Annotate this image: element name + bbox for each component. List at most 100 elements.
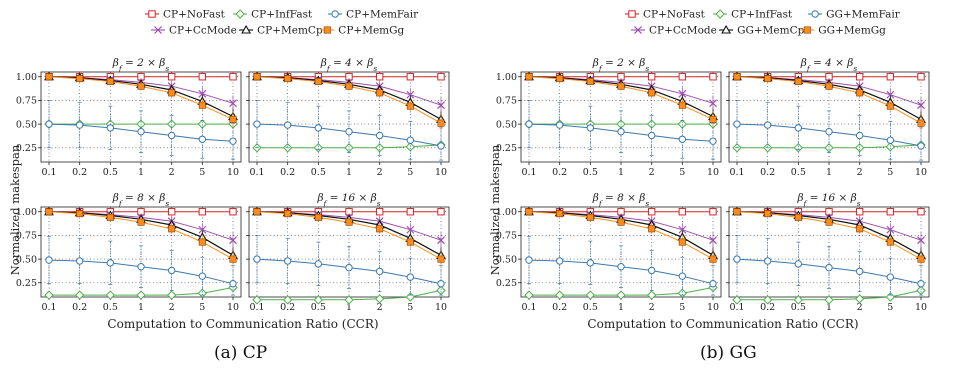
- data-point: [647, 208, 656, 216]
- data-point: [167, 131, 176, 140]
- data-point: [617, 82, 625, 90]
- series: [252, 285, 446, 305]
- series: [525, 208, 717, 267]
- x-tick-label: 0.1: [729, 302, 744, 313]
- data-point: [198, 89, 207, 98]
- data-point: [45, 256, 53, 264]
- data-point: [345, 263, 353, 272]
- data-point: [437, 208, 445, 216]
- x-tick-label: 2: [649, 167, 655, 178]
- x-axis-label: Computation to Communication Ratio (CCR): [107, 317, 378, 331]
- data-point: [375, 208, 384, 216]
- x-tick-label: 10: [707, 302, 719, 313]
- data-point: [167, 73, 176, 81]
- x-tick-label: 1: [826, 302, 832, 313]
- y-tick-label: 0.75: [496, 96, 517, 107]
- data-point: [375, 267, 384, 276]
- data-point: [764, 210, 772, 218]
- data-point: [825, 82, 833, 90]
- y-axis-label: Normalized makespan: [488, 144, 502, 275]
- x-tick-label: 2: [169, 167, 175, 178]
- y-tick-label: 0.25: [496, 143, 517, 154]
- data-point: [437, 280, 445, 288]
- data-point: [763, 257, 772, 265]
- data-point: [709, 208, 717, 216]
- y-tick-label: 0.75: [496, 231, 517, 242]
- data-point: [253, 255, 261, 263]
- legend-marker: [715, 9, 725, 19]
- x-tick-label: 0.5: [583, 302, 598, 313]
- data-point: [406, 73, 415, 81]
- subplot-title: βf = 8 × βs: [592, 192, 650, 208]
- data-point: [733, 255, 741, 263]
- x-tick-label: 0.2: [72, 167, 87, 178]
- x-tick-label: 0.2: [760, 302, 775, 313]
- data-point: [229, 208, 237, 216]
- subplot-title: βf = 2 × βs: [112, 57, 170, 73]
- data-point: [314, 77, 322, 85]
- y-tick-label: 0.25: [16, 278, 37, 289]
- data-point: [886, 273, 895, 281]
- y-tick-label: 0.50: [496, 254, 517, 265]
- data-point: [917, 142, 925, 150]
- data-point: [137, 218, 145, 226]
- x-tick-label: 5: [679, 302, 685, 313]
- legend-label: CP+CcMode: [169, 25, 237, 37]
- x-tick-label: 2: [169, 302, 175, 313]
- x-tick-label: 5: [407, 302, 413, 313]
- x-tick-label: 2: [377, 167, 383, 178]
- subplot-title: βf = 4 × βs: [800, 57, 858, 73]
- data-point: [345, 127, 353, 136]
- x-tick-label: 10: [227, 302, 239, 313]
- data-point: [376, 89, 384, 97]
- y-tick-label: 1.00: [16, 207, 37, 218]
- data-point: [647, 131, 656, 140]
- legend-label: CP+CcMode: [649, 25, 717, 37]
- data-point: [45, 73, 53, 81]
- data-point: [854, 294, 865, 304]
- y-axis-label: Normalized makespan: [8, 144, 22, 275]
- legend-marker: [811, 10, 819, 18]
- x-tick-label: 1: [618, 302, 624, 313]
- data-point: [44, 290, 54, 300]
- data-point: [647, 73, 656, 81]
- data-point: [252, 295, 262, 305]
- subplot-title: βf = 16 × βs: [316, 192, 380, 208]
- data-point: [677, 288, 688, 298]
- series: [45, 73, 237, 128]
- y-tick-label: 0.25: [496, 278, 517, 289]
- data-point: [825, 127, 833, 136]
- data-point: [283, 121, 292, 129]
- data-point: [825, 218, 833, 226]
- data-point: [314, 260, 323, 268]
- series: [525, 73, 717, 128]
- data-point: [406, 238, 414, 246]
- data-point: [855, 131, 864, 140]
- x-tick-label: 1: [826, 167, 832, 178]
- data-point: [437, 142, 445, 150]
- legend-label: GG+MemFair: [826, 9, 901, 21]
- x-tick-label: 1: [346, 302, 352, 313]
- data-point: [314, 124, 323, 132]
- data-point: [917, 236, 925, 245]
- legend-label: CP+MemGg: [338, 25, 404, 37]
- x-tick-label: 0.5: [791, 167, 806, 178]
- x-tick-label: 2: [857, 302, 863, 313]
- data-point: [284, 75, 292, 83]
- legend-marker: [235, 9, 245, 19]
- data-point: [74, 290, 85, 300]
- data-point: [406, 208, 415, 216]
- x-tick-label: 0.5: [791, 302, 806, 313]
- data-point: [646, 290, 657, 300]
- data-point: [794, 213, 802, 221]
- data-point: [198, 73, 207, 81]
- data-point: [525, 256, 533, 264]
- data-point: [586, 77, 594, 85]
- x-tick-label: 0.1: [521, 167, 536, 178]
- data-point: [167, 208, 176, 216]
- x-tick-label: 0.2: [72, 302, 87, 313]
- series: [253, 235, 445, 296]
- x-tick-label: 0.5: [311, 167, 326, 178]
- subplot: βf = 16 × βs 0.1 0.2 0.5 1 2 5 10: [726, 192, 930, 313]
- data-point: [198, 225, 207, 234]
